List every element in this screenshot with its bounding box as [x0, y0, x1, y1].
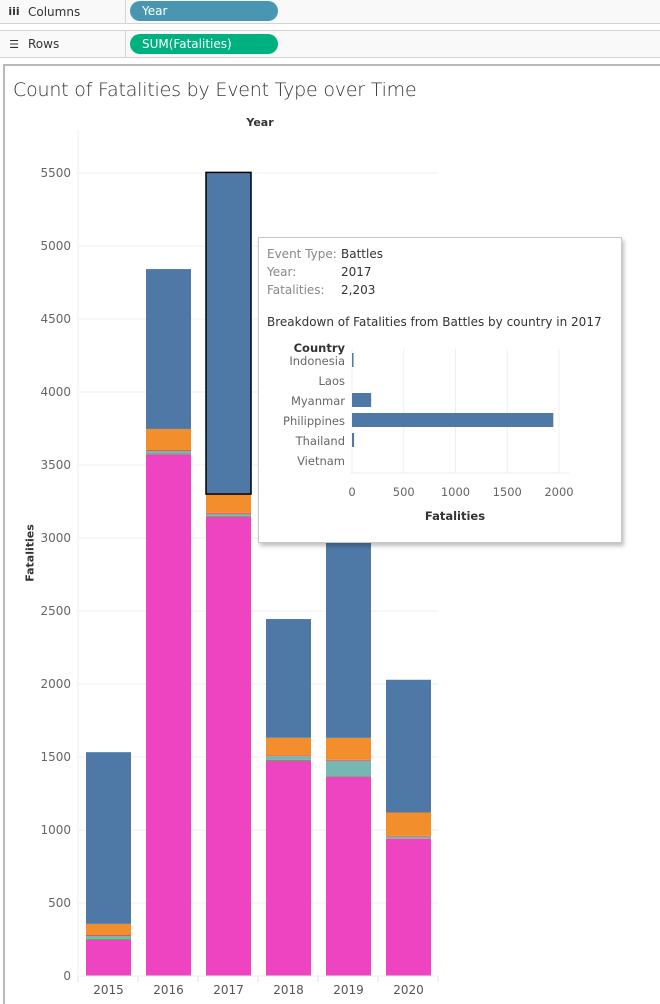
bar-segment[interactable]	[146, 454, 191, 976]
tooltip-x-axis-title: Fatalities	[425, 509, 485, 523]
bar-segment[interactable]	[386, 835, 431, 837]
bar-segment[interactable]	[266, 759, 311, 761]
y-tick-label: 3000	[40, 531, 71, 545]
tooltip-country-label: Myanmar	[291, 394, 345, 408]
x-tick-label: 2019	[333, 983, 364, 997]
bar-segment[interactable]	[86, 752, 131, 924]
bar-segment[interactable]	[266, 619, 311, 738]
rows-label-text: Rows	[28, 37, 60, 51]
bar-segment[interactable]	[326, 777, 371, 976]
bar-segment[interactable]	[386, 679, 431, 813]
bar-segment[interactable]	[386, 838, 431, 839]
worksheet-area	[3, 64, 660, 1004]
bar-segment[interactable]	[266, 760, 311, 976]
bar-segment[interactable]	[86, 923, 131, 935]
y-tick-label: 4000	[40, 385, 71, 399]
y-tick-label: 0	[63, 969, 71, 983]
y-tick-label: 4500	[40, 312, 71, 326]
tooltip-country-label: Indonesia	[289, 354, 345, 368]
sum-fatalities-pill[interactable]: SUM(Fatalities)	[130, 34, 278, 54]
y-tick-label: 3500	[40, 458, 71, 472]
columns-shelf: iii Columns Year	[0, 0, 660, 24]
rows-shelf: ☰ Rows SUM(Fatalities)	[0, 30, 660, 58]
bar-segment[interactable]	[146, 269, 191, 429]
x-tick-label: 2015	[93, 983, 124, 997]
tooltip-country-label: Vietnam	[297, 454, 345, 468]
bar-segment[interactable]	[326, 776, 371, 778]
tooltip-event-type: Event Type: Battles	[267, 247, 383, 261]
tooltip-country-label: Laos	[319, 374, 345, 388]
x-tick-label: 2016	[153, 983, 184, 997]
tooltip-bar	[352, 393, 372, 407]
y-tick-label: 1000	[40, 823, 71, 837]
bar-segment[interactable]	[86, 935, 131, 939]
bar-segment[interactable]	[146, 450, 191, 454]
tooltip-country-label: Thailand	[295, 434, 345, 448]
bar-segment[interactable]	[386, 838, 431, 976]
tooltip-subtitle: Breakdown of Fatalities from Battles by …	[267, 315, 602, 329]
y-tick-label: 2000	[40, 677, 71, 691]
bar-segment[interactable]	[86, 939, 131, 976]
tooltip-value: 2017	[341, 265, 372, 279]
columns-icon: iii	[8, 5, 20, 18]
bar-segment[interactable]	[206, 513, 251, 516]
tooltip-y-axis-title: Country	[294, 341, 346, 355]
bar-segment[interactable]	[386, 812, 431, 836]
tooltip-value: 2,203	[341, 283, 376, 297]
tooltip-key: Fatalities:	[267, 283, 325, 297]
columns-label-text: Columns	[28, 4, 81, 19]
bar-segment[interactable]	[326, 737, 371, 760]
tooltip-x-tick-label: 500	[393, 485, 415, 499]
tooltip-x-tick-label: 1500	[493, 485, 522, 499]
bar-segment[interactable]	[206, 516, 251, 976]
tooltip-key: Event Type:	[267, 247, 337, 261]
tooltip-fatalities: Fatalities: 2,203	[267, 283, 375, 297]
tooltip-bar	[352, 353, 354, 367]
tooltip-value: Battles	[341, 247, 383, 261]
x-tick-label: 2018	[273, 983, 304, 997]
column-header-year: Year	[246, 116, 274, 129]
bar-segment[interactable]	[146, 449, 191, 451]
tooltip-country-label: Philippines	[283, 414, 345, 428]
y-tick-label: 5500	[40, 166, 71, 180]
bar-segment[interactable]	[146, 453, 191, 455]
bar-segment[interactable]	[206, 494, 251, 513]
bar-segment[interactable]	[146, 428, 191, 450]
rows-shelf-label: ☰ Rows	[0, 31, 126, 57]
x-tick-label: 2020	[393, 983, 424, 997]
bar-segment[interactable]	[266, 756, 311, 760]
bar-segment[interactable]	[86, 938, 131, 940]
chart-title: Count of Fatalities by Event Type over T…	[13, 79, 417, 101]
y-tick-label: 1500	[40, 750, 71, 764]
columns-shelf-label: iii Columns	[0, 0, 126, 23]
year-pill[interactable]: Year	[130, 1, 278, 21]
bar-segment[interactable]	[206, 515, 251, 517]
tooltip: Event Type: Battles Year: 2017 Fatalities:…	[258, 237, 622, 543]
rows-icon: ☰	[9, 37, 19, 51]
bar-segment[interactable]	[326, 759, 371, 761]
bar-segment-selected[interactable]	[205, 171, 252, 495]
x-tick-label: 2017	[213, 983, 244, 997]
bar-segment[interactable]	[266, 737, 311, 756]
bar-segment[interactable]	[86, 934, 131, 936]
y-tick-label: 5000	[40, 239, 71, 253]
y-tick-label: 500	[48, 896, 71, 910]
tooltip-x-tick-label: 1000	[441, 485, 470, 499]
tooltip-x-tick-label: 0	[348, 485, 355, 499]
bar-segment[interactable]	[386, 836, 431, 839]
tooltip-bar	[352, 433, 355, 447]
bar-segment[interactable]	[326, 760, 371, 777]
tooltip-key: Year:	[267, 265, 297, 279]
tooltip-x-tick-label: 2000	[544, 485, 573, 499]
y-tick-label: 2500	[40, 604, 71, 618]
tooltip-year: Year: 2017	[267, 265, 372, 279]
bar-segment[interactable]	[266, 755, 311, 757]
bar-segment[interactable]	[206, 512, 251, 514]
tooltip-bar	[352, 413, 554, 427]
